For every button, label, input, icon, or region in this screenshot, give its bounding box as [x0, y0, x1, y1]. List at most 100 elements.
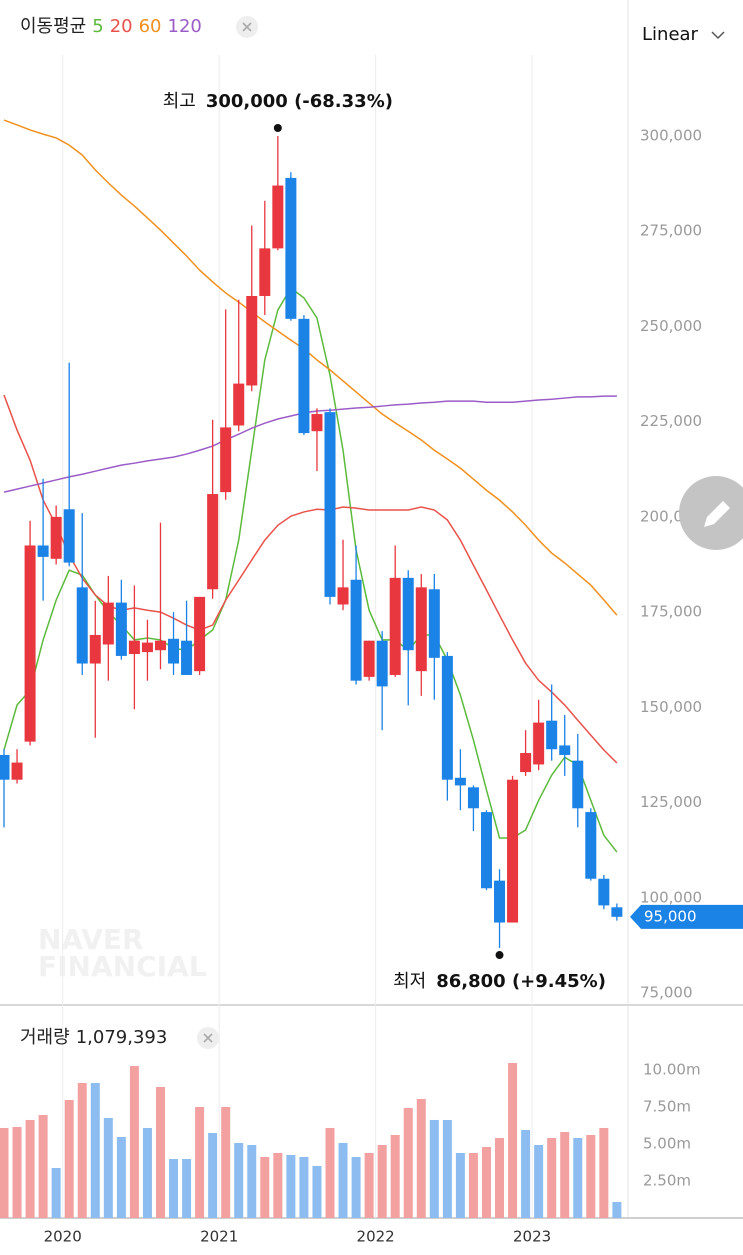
candle-body	[363, 640, 375, 677]
volume-bar	[547, 1137, 557, 1218]
y-tick-label: 125,000	[640, 793, 702, 811]
volume-header: 거래량 1,079,393	[20, 1027, 167, 1048]
volume-bar	[0, 1127, 9, 1218]
volume-close-button[interactable]	[197, 1027, 219, 1049]
volume-bar	[560, 1131, 570, 1218]
volume-tick-label: 10.00m	[643, 1060, 701, 1078]
edit-button[interactable]	[679, 476, 743, 550]
watermark-text: FINANCIAL	[38, 950, 207, 983]
volume-bar	[403, 1107, 413, 1218]
volume-bar	[234, 1142, 244, 1218]
volume-bar	[299, 1156, 309, 1218]
candle-body	[285, 177, 297, 319]
y-tick-label: 150,000	[640, 698, 702, 716]
candle-body	[168, 638, 180, 664]
legend-entry: 20	[110, 16, 133, 37]
candle-body	[494, 880, 506, 923]
volume-bar	[286, 1154, 296, 1218]
volume-bar	[64, 1099, 74, 1218]
close-icon[interactable]	[203, 1033, 213, 1043]
candle-body	[389, 577, 401, 675]
legend-entry: 120	[168, 16, 202, 37]
candle-body	[350, 579, 362, 681]
volume-bar	[612, 1202, 622, 1218]
volume-bar	[38, 1114, 48, 1218]
volume-bar	[351, 1156, 361, 1218]
candle-body	[428, 589, 440, 658]
candle-body	[611, 907, 623, 917]
volume-bar	[155, 1086, 165, 1218]
pencil-icon[interactable]	[704, 501, 730, 527]
scale-select[interactable]: Linear	[642, 24, 725, 45]
volume-bar	[247, 1144, 257, 1218]
legend-entry: 60	[139, 16, 162, 37]
candle-body	[63, 509, 75, 563]
x-tick-label: 2020	[44, 1228, 82, 1246]
ma-close-button[interactable]	[236, 16, 258, 38]
candle-body	[559, 745, 571, 755]
candle-body	[337, 587, 349, 605]
volume-bar	[77, 1082, 87, 1218]
last-price-tag	[630, 904, 743, 929]
volume-bar	[312, 1165, 322, 1218]
candle-body	[11, 762, 23, 780]
close-icon[interactable]	[242, 22, 252, 32]
volume-bar	[416, 1098, 426, 1218]
volume-bar	[508, 1062, 518, 1218]
volume-bar	[586, 1134, 596, 1218]
volume-bar	[429, 1119, 439, 1218]
candle-body	[24, 545, 36, 742]
candle-body	[76, 587, 88, 664]
candle-body	[128, 640, 140, 655]
volume-bar	[455, 1152, 465, 1218]
volume-bar	[142, 1127, 152, 1218]
candle-body	[480, 812, 492, 889]
candle-body	[259, 248, 271, 296]
volume-bar	[25, 1119, 35, 1218]
annotation: 최고 300,000 (-68.33%)	[163, 91, 393, 112]
volume-bar	[195, 1106, 205, 1218]
volume-bar	[129, 1065, 139, 1218]
y-tick-label: 100,000	[640, 888, 702, 906]
candle-body	[194, 596, 206, 672]
moving-average-line	[3, 119, 618, 616]
volume-bar	[521, 1129, 531, 1218]
volume-bar	[103, 1117, 113, 1218]
y-tick-label: 75,000	[640, 984, 693, 1002]
candle-body	[572, 760, 584, 809]
volume-bar	[364, 1152, 374, 1218]
candle-body	[402, 577, 414, 651]
scale-label[interactable]: Linear	[642, 24, 699, 45]
candle-body	[233, 383, 245, 426]
x-tick-label: 2022	[357, 1228, 395, 1246]
volume-bar	[468, 1152, 478, 1218]
watermark: NAVER FINANCIAL	[38, 923, 207, 983]
candle-body	[115, 602, 127, 656]
candle-body	[311, 414, 323, 432]
volume-bar	[116, 1136, 126, 1218]
annotation-value: 86,800 (+9.45%)	[436, 971, 606, 992]
candle-body	[454, 777, 466, 786]
candle-body	[415, 587, 427, 672]
candle-body	[507, 779, 519, 923]
candle-body	[246, 295, 258, 386]
chart-layer: 이동평균 5 20 60 120 2020 2021 2022 2023 75,000 100,00…	[0, 16, 743, 1246]
candle-body	[89, 634, 101, 664]
volume-bar	[534, 1144, 544, 1218]
candle-body	[154, 640, 166, 651]
candle-body	[181, 640, 193, 675]
y-tick-label: 275,000	[640, 222, 702, 240]
volume-bar	[599, 1127, 609, 1218]
chevron[interactable]	[711, 31, 725, 40]
annotation-label: 최고	[163, 91, 196, 112]
watermark-text: NAVER	[38, 923, 144, 956]
candle-body	[272, 185, 284, 249]
volume-bar	[442, 1119, 452, 1218]
volume-tick-label: 5.00m	[643, 1134, 691, 1152]
y-tick-label: 175,000	[640, 603, 702, 621]
annotation: 최저 86,800 (+9.45%)	[393, 971, 606, 992]
candle-body	[0, 754, 10, 780]
annotation-dot	[495, 951, 504, 960]
volume-bar	[338, 1142, 348, 1218]
